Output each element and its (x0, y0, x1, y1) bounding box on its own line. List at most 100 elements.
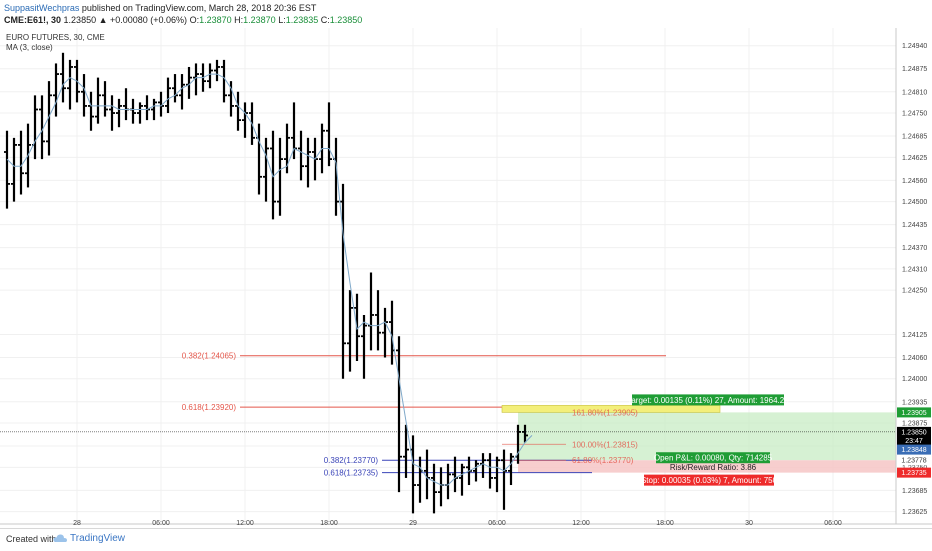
price-chart[interactable]: 0.382(1.24065) 0.618(1.23920) 0.382(1.2377… (0, 28, 932, 526)
y-tick-label: 1.24940 (902, 43, 927, 50)
price-axis[interactable]: 1.24940 1.24875 1.24810 1.24750 1.24685 1.246… (902, 43, 927, 516)
x-tick-label: 28 (73, 520, 81, 526)
y-tick-label: 1.24685 (902, 134, 927, 141)
y-tick-label: 1.24370 (902, 245, 927, 252)
x-tick-label: 30 (745, 520, 753, 526)
ohlc-bar (473, 460, 479, 482)
ohlc-bar (179, 74, 185, 110)
ohlc-bar (361, 314, 367, 379)
fib-label-lower: 0.382(1.23770) (324, 456, 379, 465)
ohlc-bar (487, 453, 493, 489)
y-tick-label: 1.24250 (902, 288, 927, 295)
ohlc-bar (39, 95, 45, 160)
fib-ext-label: 161.80%(1.23905) (572, 408, 638, 417)
fib-ext-label: 61.80%(1.23770) (572, 456, 634, 465)
low-value: 1.23835 (285, 15, 319, 25)
ohlc-bar (277, 137, 283, 216)
target-text: Target: 0.00135 (0.11%) 27, Amount: 1964… (627, 396, 789, 405)
stop-zone (518, 460, 896, 473)
ohlc-bar (263, 137, 269, 202)
y-tick-label: 1.24435 (902, 222, 927, 229)
y-tick-label: 1.23875 (902, 421, 927, 428)
x-tick-label: 29 (409, 520, 417, 526)
time-axis[interactable]: 28 06:00 12:00 18:00 29 06:00 12:00 18:00 30 06:0… (73, 520, 842, 526)
x-tick-label: 12:00 (572, 520, 590, 526)
y-tick-label: 1.24125 (902, 332, 927, 339)
ohlc-bar (403, 424, 409, 478)
ma-line (6, 73, 533, 486)
price-axis-badge-text: 1.23905 (901, 410, 926, 417)
chart-header: SuppasitWechpras published on TradingVie… (4, 2, 924, 26)
ohlc-bar (46, 81, 52, 156)
annotation-overlay: Target: 0.00135 (0.11%) 27, Amount: 1964… (0, 394, 896, 486)
fib-label-lower: 0.618(1.23735) (324, 469, 379, 478)
price-axis-badge (897, 455, 931, 466)
price-axis-badge-text: 1.23850 (901, 429, 926, 436)
created-with-text: Created with (6, 534, 57, 544)
x-tick-label: 18:00 (656, 520, 674, 526)
stop-box (644, 474, 774, 486)
published-text: published on TradingView.com, March 28, … (79, 3, 317, 13)
price-axis-badge (897, 444, 931, 455)
y-tick-label: 1.24810 (902, 89, 927, 96)
y-tick-label: 1.23625 (902, 509, 927, 516)
ohlc-bar (109, 95, 115, 131)
stop-text: Stop: 0.00035 (0.03%) 7, Amount: 750 (641, 476, 778, 485)
y-tick-label: 1.24310 (902, 266, 927, 273)
x-tick-label: 06:00 (824, 520, 842, 526)
ohlc-bar (298, 130, 304, 181)
ohlc-bar (53, 63, 59, 117)
ohlc-bar (221, 59, 227, 103)
x-tick-label: 06:00 (152, 520, 170, 526)
y-tick-label: 1.23935 (902, 399, 927, 406)
indicator-label[interactable]: MA (3, close) (6, 43, 53, 52)
open-label: O: (189, 15, 200, 25)
ohlc-bar (431, 463, 437, 514)
close-label: C: (320, 15, 330, 25)
ohlc-bar (396, 336, 402, 493)
y-tick-label: 1.24500 (902, 199, 927, 206)
price-axis-badge-text: 1.23848 (901, 447, 926, 454)
cloud-logo-icon (53, 534, 67, 542)
tradingview-brand[interactable]: TradingView (70, 533, 126, 544)
ohlc-bars (4, 52, 528, 514)
price-axis-badge-text: 1.23735 (901, 470, 926, 477)
y-tick-label: 1.23685 (902, 488, 927, 495)
y-tick-label: 1.24060 (902, 355, 927, 362)
x-tick-label: 12:00 (236, 520, 254, 526)
ohlc-bar (459, 463, 465, 496)
ohlc-bar (102, 81, 108, 117)
ohlc-bar (151, 98, 157, 121)
ohlc-bar (305, 137, 311, 188)
ohlc-bar (270, 130, 276, 220)
price-axis-badge (897, 407, 931, 418)
rr-text: Risk/Reward Ratio: 3.86 (670, 463, 757, 472)
price-change: 1.23850 ▲ +0.00080 (+0.06%) (63, 15, 188, 25)
x-tick-label: 18:00 (320, 520, 338, 526)
ohlc-bar (95, 77, 101, 124)
x-tick-label: 06:00 (488, 520, 506, 526)
y-tick-label: 1.24875 (902, 66, 927, 73)
y-tick-label: 1.24000 (902, 376, 927, 383)
fib-ext-box (501, 405, 721, 413)
high-label: H: (234, 15, 244, 25)
ohlc-bar (60, 52, 66, 103)
ohlc-bar (207, 63, 213, 89)
author-link[interactable]: SuppasitWechpras (4, 3, 80, 13)
target-box (632, 394, 784, 406)
ohlc-bar (18, 130, 24, 195)
ohlc-bar (67, 59, 73, 110)
price-axis-badge-text: 23:47 (905, 438, 923, 445)
ohlc-bar (508, 453, 514, 486)
price-axis-labels: 1.23905 1.23850 23:47 1.23848 1.23778 1.23735 (897, 407, 931, 478)
y-tick-label: 1.24560 (902, 178, 927, 185)
ohlc-bar (326, 102, 332, 167)
pnl-text: Open P&L: 0.00080, Qty: 714285 (654, 454, 773, 463)
footer: Created with TradingView (0, 528, 932, 551)
open-value: 1.23870 (199, 15, 232, 25)
position-zones (518, 412, 896, 473)
symbol-label: CME:E61!, 30 (4, 15, 62, 25)
ohlc-bar (214, 59, 220, 82)
fib-ext-label: 100.00%(1.23815) (572, 440, 638, 449)
ohlc-bar (375, 290, 381, 351)
